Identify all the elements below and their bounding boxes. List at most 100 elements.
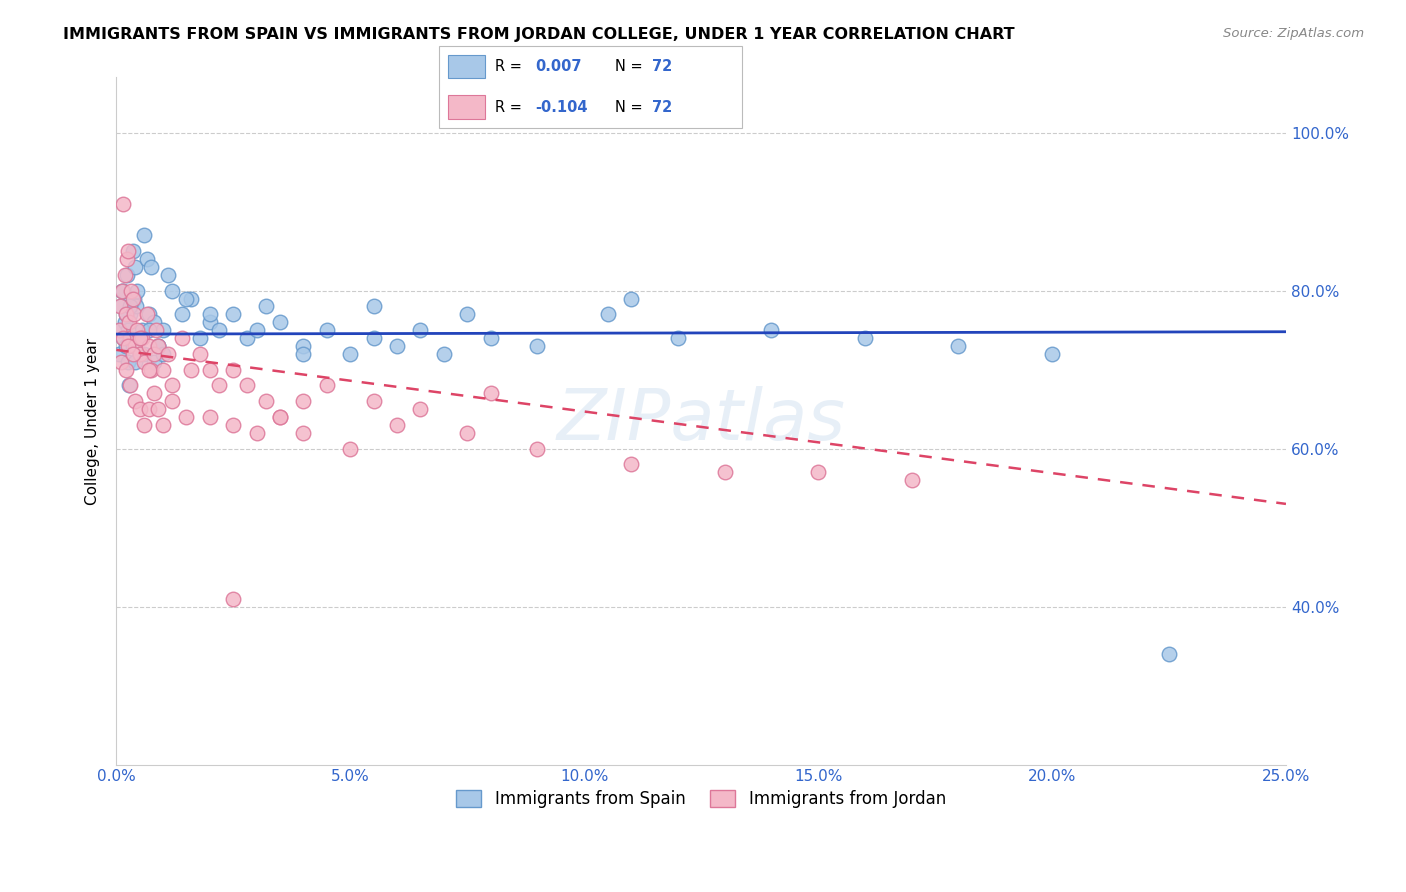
Point bbox=[124, 339, 146, 353]
Text: 72: 72 bbox=[652, 59, 672, 74]
Point bbox=[620, 458, 643, 472]
Point bbox=[526, 442, 548, 456]
Point bbox=[170, 307, 193, 321]
Point bbox=[141, 260, 163, 274]
Point bbox=[138, 339, 160, 353]
Point bbox=[409, 402, 432, 417]
Point bbox=[128, 347, 150, 361]
Point bbox=[142, 347, 165, 361]
Point bbox=[479, 331, 502, 345]
Point bbox=[118, 378, 141, 392]
Text: N =: N = bbox=[616, 59, 648, 74]
Point bbox=[433, 347, 456, 361]
Point bbox=[208, 323, 231, 337]
Point bbox=[198, 362, 221, 376]
Point bbox=[198, 307, 221, 321]
Point bbox=[112, 331, 135, 345]
Point bbox=[254, 300, 277, 314]
Point bbox=[138, 323, 160, 337]
Point bbox=[479, 386, 502, 401]
Point bbox=[107, 347, 129, 361]
Point bbox=[117, 323, 139, 337]
Point bbox=[128, 402, 150, 417]
Point bbox=[122, 307, 145, 321]
Point bbox=[148, 402, 170, 417]
Text: R =: R = bbox=[495, 100, 526, 115]
Point bbox=[138, 402, 160, 417]
Text: 72: 72 bbox=[652, 100, 672, 115]
Point bbox=[596, 307, 619, 321]
Point bbox=[246, 323, 269, 337]
Point bbox=[107, 323, 129, 337]
Point bbox=[134, 228, 156, 243]
Point bbox=[110, 300, 132, 314]
Point bbox=[111, 284, 134, 298]
Point bbox=[900, 473, 922, 487]
Point bbox=[120, 307, 142, 321]
Point bbox=[112, 196, 135, 211]
Point bbox=[121, 347, 143, 361]
Point bbox=[120, 284, 142, 298]
Point bbox=[1157, 647, 1180, 661]
Point bbox=[114, 339, 136, 353]
Text: -0.104: -0.104 bbox=[534, 100, 588, 115]
Point bbox=[112, 331, 135, 345]
Point bbox=[124, 355, 146, 369]
Point bbox=[128, 347, 150, 361]
Text: N =: N = bbox=[616, 100, 648, 115]
Point bbox=[124, 394, 146, 409]
Point bbox=[156, 268, 179, 282]
Point bbox=[409, 323, 432, 337]
Point bbox=[121, 292, 143, 306]
Bar bbox=[449, 95, 485, 120]
Point bbox=[122, 292, 145, 306]
Point bbox=[125, 300, 148, 314]
Point bbox=[456, 425, 478, 440]
Point bbox=[385, 339, 408, 353]
Point bbox=[127, 323, 149, 337]
Point bbox=[114, 362, 136, 376]
Point bbox=[222, 417, 245, 432]
Point bbox=[142, 386, 165, 401]
Point bbox=[128, 331, 150, 345]
Point bbox=[134, 417, 156, 432]
Point bbox=[120, 300, 142, 314]
Point bbox=[142, 355, 165, 369]
Point bbox=[198, 315, 221, 329]
Point bbox=[292, 347, 315, 361]
Point bbox=[134, 347, 156, 361]
Point bbox=[108, 300, 131, 314]
Point bbox=[138, 307, 160, 321]
Point bbox=[236, 378, 259, 392]
Point bbox=[148, 339, 170, 353]
Point bbox=[124, 260, 146, 274]
Point bbox=[620, 292, 643, 306]
Point bbox=[526, 339, 548, 353]
Point bbox=[190, 347, 212, 361]
Point bbox=[385, 417, 408, 432]
Point bbox=[339, 347, 361, 361]
Point bbox=[315, 378, 337, 392]
Point bbox=[254, 394, 277, 409]
Point bbox=[292, 339, 315, 353]
Point bbox=[135, 252, 157, 266]
Point bbox=[120, 331, 142, 345]
Point bbox=[120, 331, 142, 345]
Point bbox=[152, 362, 174, 376]
Point bbox=[269, 315, 291, 329]
Text: IMMIGRANTS FROM SPAIN VS IMMIGRANTS FROM JORDAN COLLEGE, UNDER 1 YEAR CORRELATIO: IMMIGRANTS FROM SPAIN VS IMMIGRANTS FROM… bbox=[63, 27, 1015, 42]
Point bbox=[666, 331, 689, 345]
Point bbox=[236, 331, 259, 345]
Point bbox=[339, 442, 361, 456]
Point bbox=[198, 410, 221, 425]
Point bbox=[145, 323, 167, 337]
Point bbox=[269, 410, 291, 425]
Legend: Immigrants from Spain, Immigrants from Jordan: Immigrants from Spain, Immigrants from J… bbox=[450, 783, 953, 814]
Point bbox=[114, 268, 136, 282]
Point bbox=[117, 244, 139, 259]
Point bbox=[127, 284, 149, 298]
Point bbox=[114, 307, 136, 321]
Point bbox=[853, 331, 876, 345]
Point bbox=[115, 252, 138, 266]
Text: Source: ZipAtlas.com: Source: ZipAtlas.com bbox=[1223, 27, 1364, 40]
